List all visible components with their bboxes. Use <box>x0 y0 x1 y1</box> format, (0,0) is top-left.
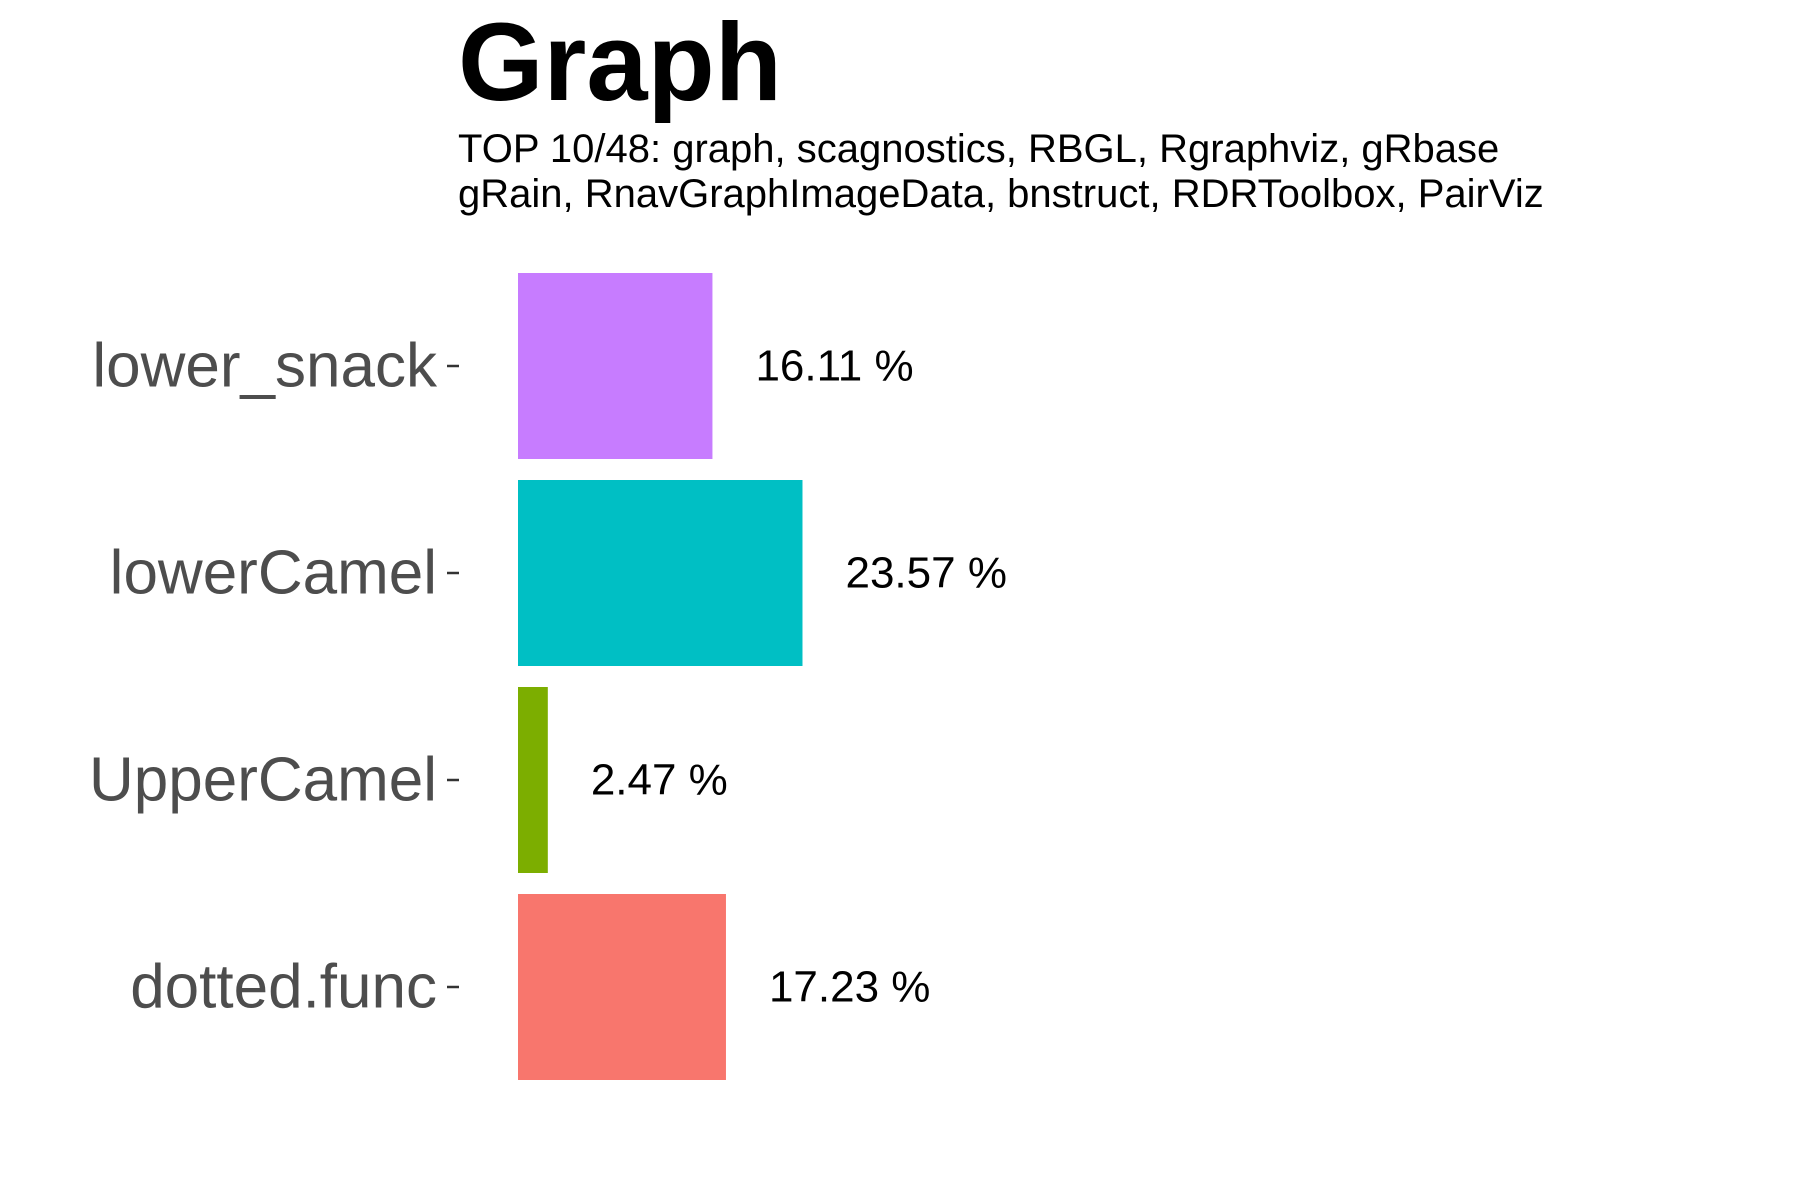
bar-uppercamel <box>518 687 548 873</box>
data-label-dotted-func: 17.23 % <box>769 963 930 1012</box>
chart-subtitle-line-1: TOP 10/48: graph, scagnostics, RBGL, Rgr… <box>458 127 1499 171</box>
plot-area: lower_snack 16.11 % lowerCamel 23.57 % Upper… <box>89 273 1007 1080</box>
data-label-lowercamel: 23.57 % <box>845 549 1006 598</box>
chart-title: Graph <box>458 1 782 124</box>
data-label-lower-snack: 16.11 % <box>755 342 913 391</box>
bar-dotted-func <box>518 894 726 1080</box>
y-tick-label-lowercamel: lowerCamel <box>110 539 437 608</box>
y-tick-label-uppercamel: UpperCamel <box>89 746 437 815</box>
data-label-uppercamel: 2.47 % <box>591 756 728 805</box>
bar-lowercamel <box>518 480 803 666</box>
bar-lower-snack <box>518 273 713 459</box>
chart-subtitle-line-2: gRain, RnavGraphImageData, bnstruct, RDR… <box>458 172 1544 216</box>
y-tick-label-lower-snack: lower_snack <box>92 332 438 401</box>
y-tick-label-dotted-func: dotted.func <box>130 953 437 1022</box>
